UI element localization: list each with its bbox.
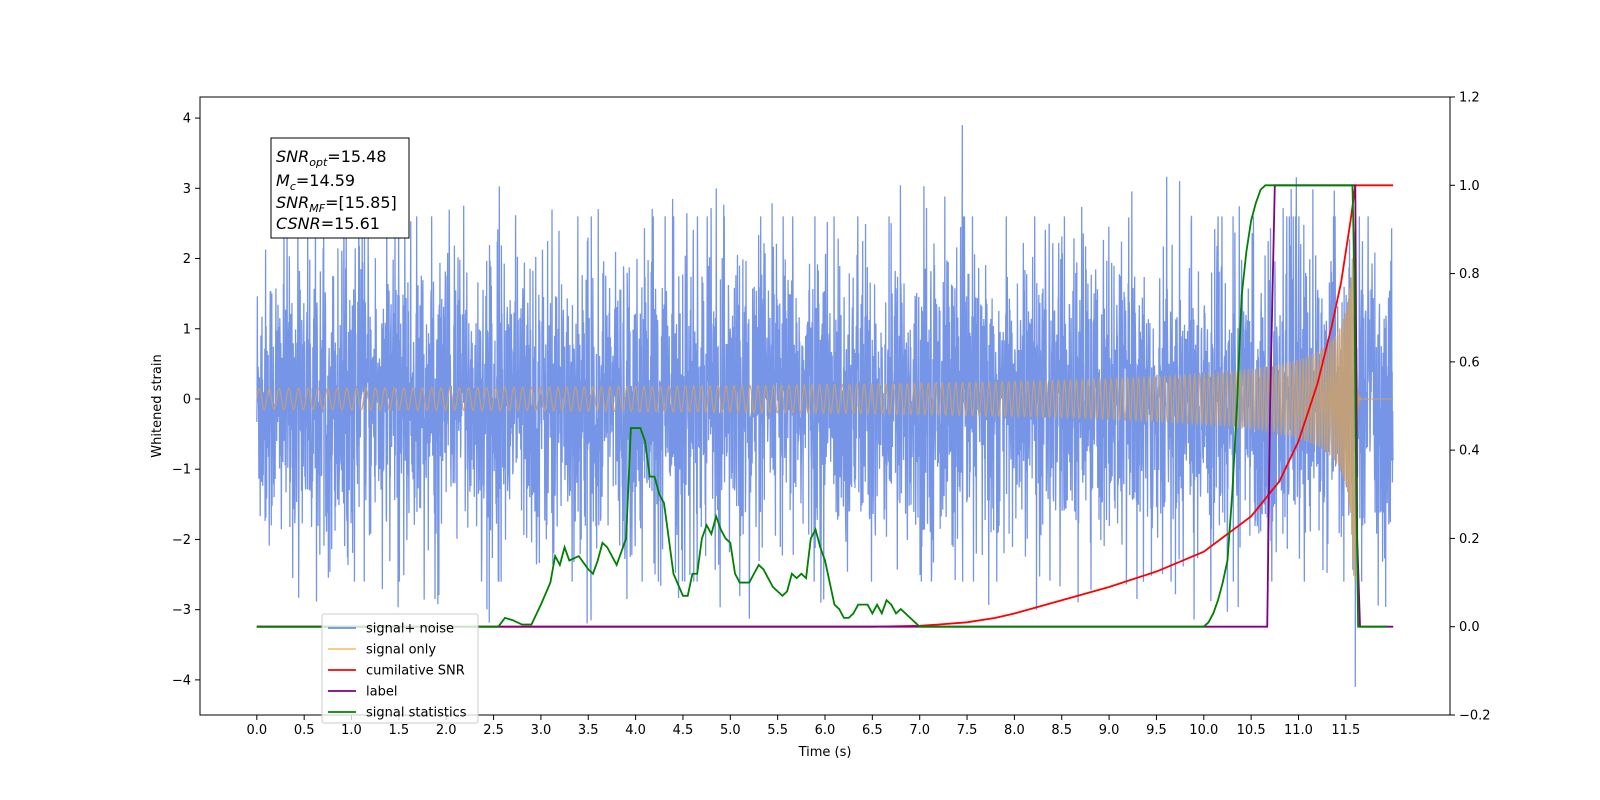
annotation-mc: Mc=14.59 xyxy=(276,171,355,193)
y-axis-left: 4 3 2 1 0 −1 −2 −3 −4 xyxy=(172,112,200,688)
y-tick-label: −1 xyxy=(172,463,191,478)
annotation-box: SNRopt=15.48 Mc=14.59 SNRMF=[15.85] CSNR… xyxy=(270,137,410,239)
series-signal-noise xyxy=(256,125,1394,687)
x-axis-label: Time (s) xyxy=(798,745,852,760)
x-tick-label: 2.0 xyxy=(436,723,457,738)
y-tick-label: 0 xyxy=(183,392,191,407)
annotation-csnr: CSNR=15.61 xyxy=(276,214,380,233)
x-tick-label: 4.5 xyxy=(673,723,694,738)
legend-entry-label: label xyxy=(366,685,397,700)
y-tick-label: −3 xyxy=(172,603,191,618)
x-tick-label: 9.5 xyxy=(1146,723,1167,738)
x-tick-label: 3.5 xyxy=(578,723,599,738)
y-axis-label: Whitened strain xyxy=(150,354,165,457)
y2-tick-label: −0.2 xyxy=(1459,709,1491,724)
x-tick-label: 10.5 xyxy=(1237,723,1266,738)
x-tick-label: 0.0 xyxy=(246,723,267,738)
x-tick-label: 11.5 xyxy=(1331,723,1360,738)
x-tick-label: 4.0 xyxy=(625,723,646,738)
x-tick-label: 10.0 xyxy=(1189,723,1218,738)
y-tick-label: 1 xyxy=(183,322,191,337)
x-tick-label: 8.5 xyxy=(1051,723,1072,738)
legend-entry-label: cumilative SNR xyxy=(366,664,465,679)
y-tick-label: −2 xyxy=(172,533,191,548)
legend-entry-label: signal+ noise xyxy=(366,622,454,637)
legend: signal+ noise signal only cumilative SNR la… xyxy=(321,613,479,724)
series-signal-only xyxy=(256,222,1394,581)
annotation-snr-opt: SNRopt=15.48 xyxy=(276,147,387,169)
y2-tick-label: 0.6 xyxy=(1459,355,1480,370)
y2-tick-label: 0.0 xyxy=(1459,620,1480,635)
x-tick-label: 11.0 xyxy=(1284,723,1313,738)
x-axis: 0.0 0.5 1.0 1.5 2.0 2.5 3.0 3.5 4.0 4.5 5.0 5.5 6.0 6… xyxy=(246,715,1360,738)
x-tick-label: 7.0 xyxy=(909,723,930,738)
legend-entry-label: signal only xyxy=(366,643,436,658)
x-tick-label: 1.0 xyxy=(341,723,362,738)
x-tick-label: 3.0 xyxy=(531,723,552,738)
series-signal-statistics xyxy=(256,184,1388,628)
x-tick-label: 7.5 xyxy=(957,723,978,738)
x-tick-label: 1.5 xyxy=(389,723,410,738)
y2-tick-label: 0.2 xyxy=(1459,532,1480,547)
x-tick-label: 6.0 xyxy=(815,723,836,738)
series-cumilative-snr xyxy=(256,184,1394,628)
legend-entry-label: signal statistics xyxy=(366,706,467,721)
y2-tick-label: 0.4 xyxy=(1459,444,1480,459)
y-axis-right: 1.2 1.0 0.8 0.6 0.4 0.2 0.0 −0.2 xyxy=(1450,91,1491,724)
y2-tick-label: 1.0 xyxy=(1459,179,1480,194)
x-tick-label: 6.5 xyxy=(862,723,883,738)
series-layer xyxy=(256,125,1394,687)
x-tick-label: 2.5 xyxy=(483,723,504,738)
x-tick-label: 8.0 xyxy=(1004,723,1025,738)
y-tick-label: −4 xyxy=(172,673,191,688)
y-tick-label: 3 xyxy=(183,182,191,197)
y-tick-label: 2 xyxy=(183,252,191,267)
x-tick-label: 0.5 xyxy=(294,723,315,738)
annotation-snr-mf: SNRMF=[15.85] xyxy=(276,193,397,215)
x-tick-label: 9.0 xyxy=(1099,723,1120,738)
y2-tick-label: 0.8 xyxy=(1459,267,1480,282)
x-tick-label: 5.5 xyxy=(767,723,788,738)
y2-tick-label: 1.2 xyxy=(1459,91,1480,106)
x-tick-label: 5.0 xyxy=(720,723,741,738)
y-tick-label: 4 xyxy=(183,112,191,127)
